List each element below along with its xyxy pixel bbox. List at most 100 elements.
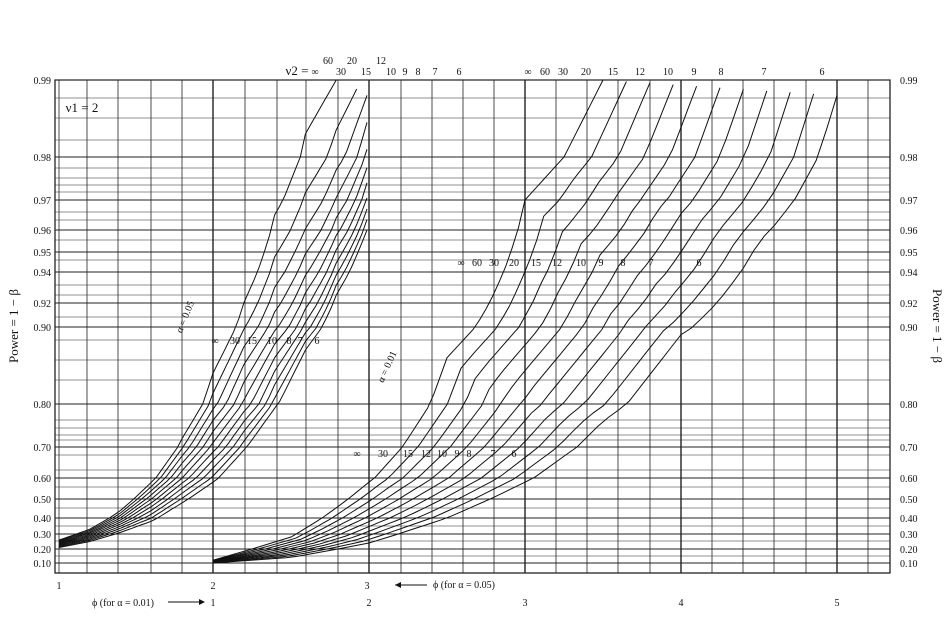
- top-nu2-label-alpha-05: 6: [457, 67, 462, 78]
- x-tick-alpha-01: 3: [523, 598, 528, 609]
- y-tick-label-left: 0.50: [34, 495, 52, 506]
- mid-nu2-label-alpha-01-upper: 30: [489, 258, 499, 269]
- y-tick-label-left: 0.20: [34, 545, 52, 556]
- x-tick-alpha-05: 2: [211, 581, 216, 592]
- mid-nu2-label-alpha-01-upper: 9: [599, 258, 604, 269]
- y-tick-label-right: 0.96: [900, 226, 918, 237]
- power-curve-alpha-01-nu2-15: [212, 86, 698, 562]
- y-tick-label-left: 0.92: [34, 299, 52, 310]
- top-nu2-label-alpha-01: 30: [558, 67, 568, 78]
- mid-nu2-label-alpha-01-lower: 8: [467, 449, 472, 460]
- top-nu2-label-alpha-05: ∞: [311, 67, 318, 78]
- y-tick-label-left: 0.40: [34, 514, 52, 525]
- y-tick-label-left: 0.99: [34, 76, 52, 87]
- arrowhead-right-icon: [199, 599, 205, 605]
- y-tick-label-left: 0.80: [34, 400, 52, 411]
- power-curve-alpha-05-nu2-7: [58, 219, 368, 548]
- power-curve-alpha-05-nu2-15: [58, 149, 368, 544]
- mid-nu2-label-alpha-01-lower: 15: [403, 449, 413, 460]
- y-tick-label-right: 0.97: [900, 196, 918, 207]
- mid-nu2-label-alpha-01-upper: 12: [552, 258, 562, 269]
- mid-nu2-label-alpha-01-upper: 8: [621, 258, 626, 269]
- power-curve-alpha-01-nu2-60: [212, 81, 627, 561]
- top-nu2-label-alpha-01: 15: [608, 67, 618, 78]
- top-nu2-label-alpha-05: 10: [386, 67, 396, 78]
- mid-nu2-label-alpha-01-lower: 7: [491, 449, 496, 460]
- mid-nu2-label-alpha-05: 10: [267, 336, 277, 347]
- mid-nu2-label-alpha-01-upper: 10: [576, 258, 586, 269]
- mid-nu2-label-alpha-01-upper: ∞: [457, 258, 464, 269]
- x-tick-alpha-05: 1: [57, 581, 62, 592]
- y-tick-label-right: 0.92: [900, 299, 918, 310]
- mid-nu2-label-alpha-01-lower: 10: [437, 449, 447, 460]
- top-nu2-label-alpha-05: 60: [323, 56, 333, 67]
- y-tick-label-right: 0.20: [900, 545, 918, 556]
- x-tick-alpha-01: 1: [211, 598, 216, 609]
- y-tick-label-right: 0.50: [900, 495, 918, 506]
- top-nu2-label-alpha-05: 20: [347, 56, 357, 67]
- power-curve-alpha-05-nu2-9: [58, 197, 368, 546]
- power-curve-alpha-05-nu2-30: [58, 95, 368, 542]
- top-nu2-label-alpha-05: 15: [361, 67, 371, 78]
- y-tick-label-left: 0.98: [34, 153, 52, 164]
- y-tick-label-left: 0.95: [34, 248, 52, 259]
- mid-nu2-label-alpha-01-lower: ∞: [353, 449, 360, 460]
- top-nu2-label-alpha-01: 60: [540, 67, 550, 78]
- mid-nu2-label-alpha-05: ∞: [211, 336, 218, 347]
- top-nu2-label-alpha-01: 9: [692, 67, 697, 78]
- y-tick-label-left: 0.70: [34, 443, 52, 454]
- mid-nu2-label-alpha-01-lower: 12: [421, 449, 431, 460]
- nu1-label: ν1 = 2: [66, 100, 99, 115]
- power-curve-alpha-05-nu2-∞: [58, 79, 337, 541]
- chart-grid: [54, 79, 891, 574]
- mid-nu2-label-alpha-05: 7: [298, 336, 303, 347]
- top-nu2-label-alpha-01: 6: [820, 67, 825, 78]
- power-curve-alpha-05-nu2-20: [58, 122, 368, 543]
- y-tick-label-right: 0.30: [900, 530, 918, 541]
- y-tick-label-left: 0.60: [34, 474, 52, 485]
- y-tick-label-left: 0.10: [34, 559, 52, 570]
- power-curve-alpha-01-nu2-12: [212, 87, 721, 563]
- y-tick-label-left: 0.94: [34, 268, 52, 279]
- alpha-01-label: α = 0.01: [376, 349, 400, 384]
- nu2-label: ν2 =: [286, 63, 309, 78]
- power-curve-alpha-01-nu2-∞: [212, 79, 604, 561]
- x-axis-title-alpha-05: ϕ (for α = 0.05): [433, 580, 495, 591]
- mid-nu2-label-alpha-01-lower: 6: [512, 449, 517, 460]
- x-tick-alpha-05: 3: [365, 581, 370, 592]
- y-tick-label-right: 0.60: [900, 474, 918, 485]
- top-nu2-label-alpha-01: 20: [581, 67, 591, 78]
- y-tick-label-left: 0.96: [34, 226, 52, 237]
- top-nu2-label-alpha-05: 9: [403, 67, 408, 78]
- power-curve-alpha-01-nu2-9: [212, 90, 768, 563]
- mid-nu2-label-alpha-01-upper: 60: [472, 258, 482, 269]
- y-tick-label-left: 0.90: [34, 323, 52, 334]
- power-curve-alpha-05-nu2-12: [58, 167, 368, 545]
- mid-nu2-label-alpha-01-upper: 15: [531, 258, 541, 269]
- y-axis-title-left: Power = 1 − β: [6, 289, 21, 363]
- top-nu2-label-alpha-01: 8: [719, 67, 724, 78]
- top-nu2-label-alpha-01: 10: [663, 67, 673, 78]
- mid-nu2-label-alpha-01-lower: 9: [455, 449, 460, 460]
- mid-nu2-label-alpha-01-upper: 7: [649, 258, 654, 269]
- y-axis-title-right: Power = 1 − β: [930, 289, 945, 363]
- power-curve-alpha-01-nu2-8: [212, 92, 791, 563]
- mid-nu2-label-alpha-05: 30: [230, 336, 240, 347]
- power-curve-alpha-01-nu2-6: [212, 95, 838, 564]
- y-tick-label-right: 0.95: [900, 248, 918, 259]
- power-curve-alpha-05-nu2-60: [58, 88, 358, 542]
- x-tick-alpha-01: 4: [679, 598, 684, 609]
- y-tick-label-right: 0.98: [900, 153, 918, 164]
- x-tick-alpha-01: 2: [367, 598, 372, 609]
- top-nu2-label-alpha-01: ∞: [524, 67, 531, 78]
- x-axis-title-alpha-01: ϕ (for α = 0.01): [92, 598, 154, 609]
- top-nu2-label-alpha-05: 12: [376, 56, 386, 67]
- power-curve-alpha-05-nu2-8: [58, 208, 368, 547]
- top-nu2-label-alpha-01: 12: [635, 67, 645, 78]
- y-tick-label-right: 0.10: [900, 559, 918, 570]
- mid-nu2-label-alpha-01-upper: 6: [697, 258, 702, 269]
- y-tick-label-right: 0.99: [900, 76, 918, 87]
- y-tick-label-right: 0.90: [900, 323, 918, 334]
- y-tick-label-right: 0.80: [900, 400, 918, 411]
